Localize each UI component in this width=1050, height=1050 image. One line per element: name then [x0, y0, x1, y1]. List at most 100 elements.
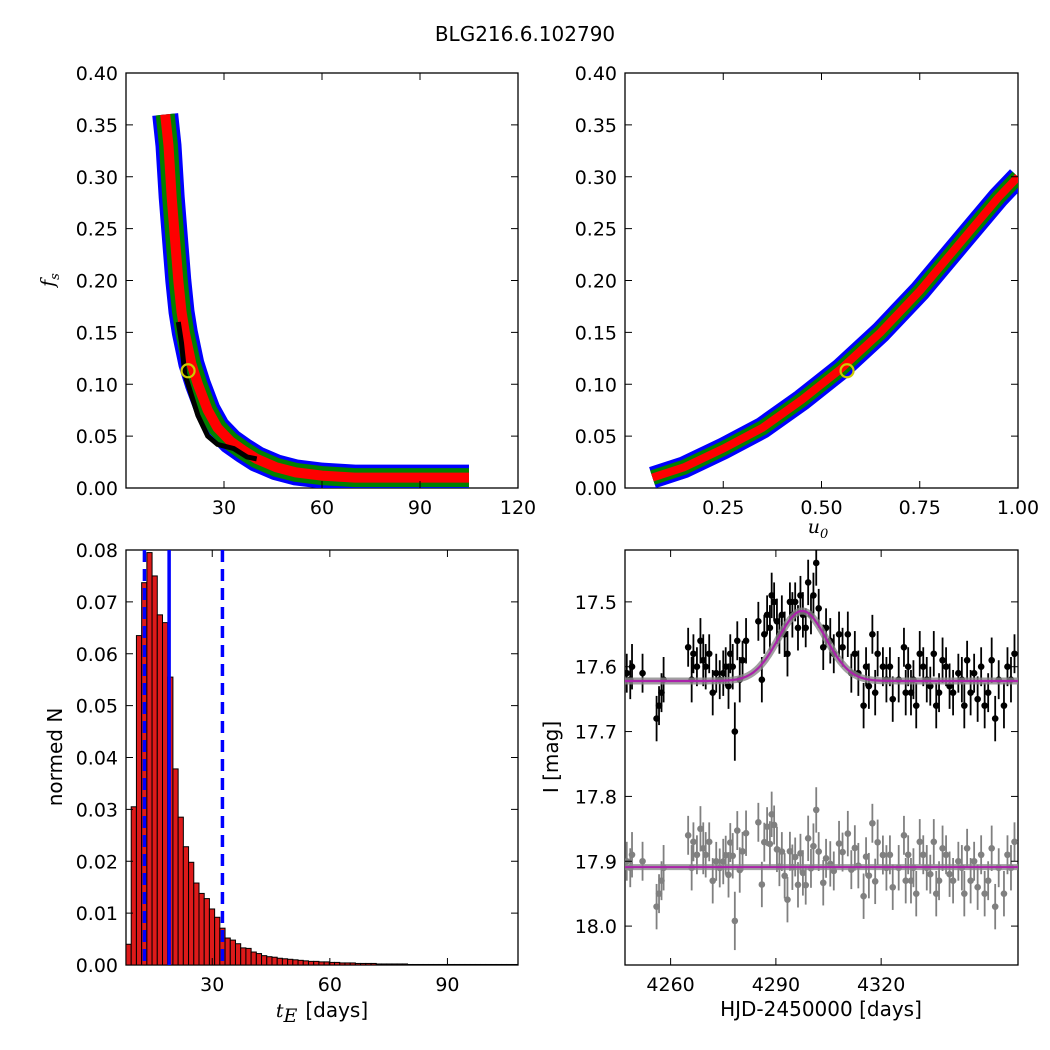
y-tick-label: 0.02 — [76, 851, 118, 873]
data-point — [961, 702, 968, 709]
histogram-bars — [126, 550, 518, 965]
y-tick-label: 0.20 — [76, 271, 118, 293]
histogram-bar — [313, 960, 320, 965]
data-point — [755, 618, 762, 625]
data-point — [739, 656, 746, 664]
residual-point — [1011, 838, 1018, 846]
residual-point — [869, 819, 876, 827]
x-axis-label: u0 — [808, 516, 829, 542]
data-point — [946, 682, 953, 690]
residual-point — [932, 890, 940, 897]
histogram-bar — [495, 963, 502, 965]
data-point — [851, 650, 859, 658]
residual-point — [860, 892, 867, 900]
y-tick-label: 0.25 — [76, 219, 118, 241]
data-point — [988, 656, 995, 664]
x-tick-label: 0.25 — [702, 497, 744, 519]
residual-point — [739, 848, 746, 855]
y-axis-label: fs — [37, 273, 63, 289]
histogram-bar — [412, 963, 419, 965]
histogram-bar — [448, 963, 455, 965]
histogram-bar — [464, 963, 471, 965]
residual-point — [919, 851, 927, 859]
histogram-bar — [459, 963, 466, 965]
histogram-bar — [214, 916, 221, 965]
histogram-bar — [354, 962, 362, 965]
data-point — [684, 643, 692, 651]
histogram-bar — [250, 951, 257, 965]
histogram-bar — [188, 861, 195, 965]
residual-point — [974, 883, 981, 891]
histogram-bar — [130, 806, 137, 965]
residual-point — [755, 819, 762, 826]
data-point — [955, 669, 962, 677]
data-point — [697, 637, 704, 645]
data-point — [812, 559, 820, 567]
y-tick-label: 0.15 — [76, 322, 118, 344]
y-tick-label: 17.8 — [575, 786, 617, 808]
histogram-bar — [427, 963, 435, 965]
x-tick-label: 90 — [408, 497, 432, 519]
panel-fs-vs-tE: 30 60 90 120 0.000.050.100.150.200.250.300.… — [37, 63, 536, 519]
figure-title: BLG216.6.102790 — [435, 22, 615, 46]
data-point — [869, 630, 876, 638]
residual-point — [977, 851, 985, 859]
data-point — [690, 650, 697, 658]
data-point — [810, 592, 817, 599]
x-tick-label: 60 — [310, 497, 334, 519]
residual-point — [725, 871, 732, 879]
histogram-bar — [193, 882, 200, 965]
data-point — [791, 598, 799, 606]
data-point — [939, 656, 946, 664]
data-point — [874, 650, 881, 658]
residual-point — [912, 890, 920, 897]
residual-point — [981, 890, 988, 897]
histogram-bar — [490, 963, 497, 965]
y-tick-label: 0.05 — [76, 426, 118, 448]
data-point — [766, 624, 774, 632]
residual-point — [702, 851, 710, 859]
x-tick-label: 0.75 — [899, 497, 941, 519]
residual-point — [967, 877, 974, 885]
data-point — [761, 630, 768, 638]
y-axis-label: I [mag] — [539, 721, 563, 793]
residual-point — [955, 857, 962, 865]
data-point — [763, 611, 771, 619]
residual-point — [697, 825, 704, 833]
histogram-bar — [261, 955, 268, 965]
contour-2sigma — [650, 171, 1018, 485]
y-tick-label: 17.6 — [575, 657, 617, 679]
residual-point — [781, 872, 788, 880]
data-point — [639, 669, 646, 677]
histogram-bar — [287, 958, 294, 965]
histogram-bar — [245, 947, 252, 965]
residual-point — [862, 853, 870, 861]
histogram-bar — [255, 953, 263, 965]
data-point — [935, 689, 943, 696]
histogram-bar — [453, 963, 461, 965]
residual-point — [784, 896, 791, 903]
data-point — [705, 650, 713, 658]
data-point — [1000, 702, 1008, 709]
histogram-bar — [172, 768, 179, 965]
histogram-bar — [480, 963, 487, 965]
residual-point — [988, 844, 995, 852]
residual-point — [770, 821, 778, 829]
x-tick-label: 4290 — [752, 974, 800, 996]
histogram-bar — [474, 963, 482, 965]
axes-frame — [624, 72, 1019, 489]
data-point — [912, 702, 920, 709]
y-axis-label: normed N — [43, 708, 67, 807]
residual-point — [949, 877, 957, 885]
data-point — [879, 663, 887, 671]
y-ticks: 17.5 17.6 17.7 17.8 17.9 18.0 — [575, 592, 1018, 938]
y-ticks: 0.00 0.01 0.02 0.03 0.04 0.05 0.06 0.07 0.08 — [76, 540, 518, 977]
histogram-bar — [401, 963, 409, 965]
histogram-bar — [500, 963, 508, 965]
data-point — [702, 663, 710, 671]
data-point — [942, 663, 950, 671]
data-point — [815, 605, 822, 612]
data-point — [625, 669, 631, 677]
histogram-bar — [146, 552, 153, 965]
residual-point — [763, 823, 771, 830]
